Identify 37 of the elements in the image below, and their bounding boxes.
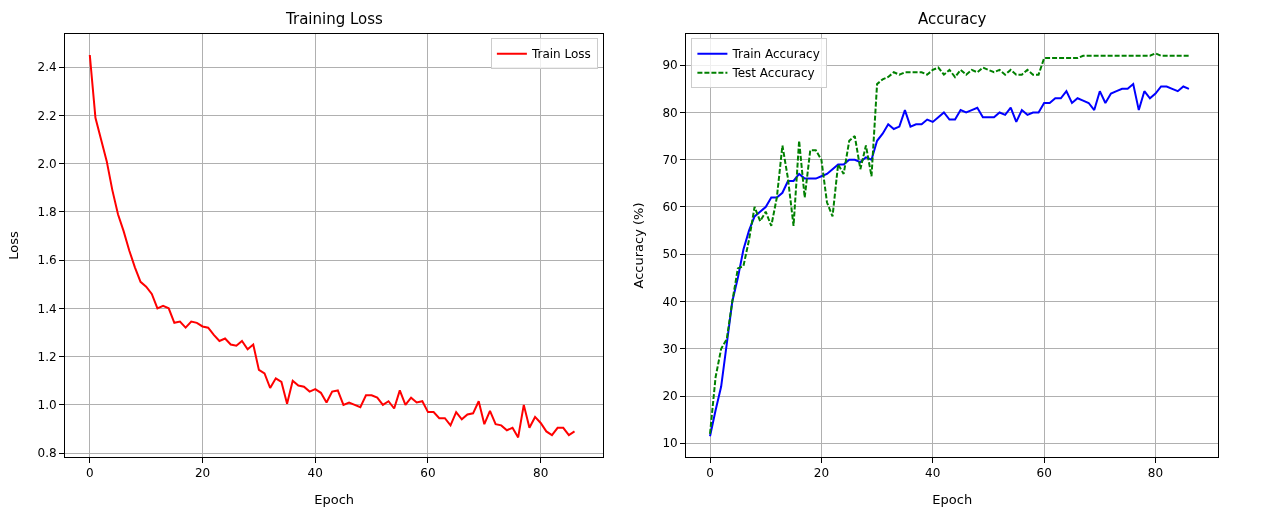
x-axis-title: Epoch [932,492,973,507]
y-tick-label: 90 [662,58,678,73]
chart-title: Accuracy [918,10,987,28]
x-tick-label: 0 [85,466,94,481]
x-tick-label: 40 [307,466,323,481]
x-axis-title: Epoch [314,492,355,507]
x-tick-label: 20 [813,466,830,481]
chart-title: Training Loss [285,10,384,28]
y-tick-label: 40 [662,294,678,309]
y-tick-label: 1.0 [37,398,57,413]
y-tick-label: 2.0 [37,156,57,171]
x-tick-label: 60 [1036,466,1052,481]
x-tick-label: 80 [1147,466,1164,481]
y-tick-label: 30 [662,341,678,356]
x-tick-label: 60 [420,466,436,481]
y-tick-label: 1.2 [37,349,57,364]
legend-label: Test Accuracy [731,66,815,81]
y-axis-title: Accuracy (%) [631,202,647,289]
y-tick-label: 1.6 [37,253,57,268]
y-tick-label: 10 [662,436,678,451]
y-tick-label: 2.2 [37,108,57,123]
legend-label: Train Loss [530,47,591,62]
y-tick-label: 60 [662,200,678,215]
x-tick-label: 40 [925,466,941,481]
y-tick-label: 50 [662,247,678,262]
y-tick-label: 70 [662,152,678,167]
y-tick-label: 2.4 [37,60,57,75]
legend-label: Train Accuracy [731,47,820,62]
y-tick-label: 20 [662,389,678,404]
x-tick-label: 20 [194,466,211,481]
y-tick-label: 1.8 [37,205,57,220]
x-tick-label: 80 [533,466,549,481]
y-axis-title: Loss [6,231,22,260]
y-tick-label: 80 [662,105,678,120]
y-tick-label: 0.8 [37,446,57,461]
y-tick-label: 1.4 [37,301,57,316]
x-tick-label: 0 [706,466,714,481]
